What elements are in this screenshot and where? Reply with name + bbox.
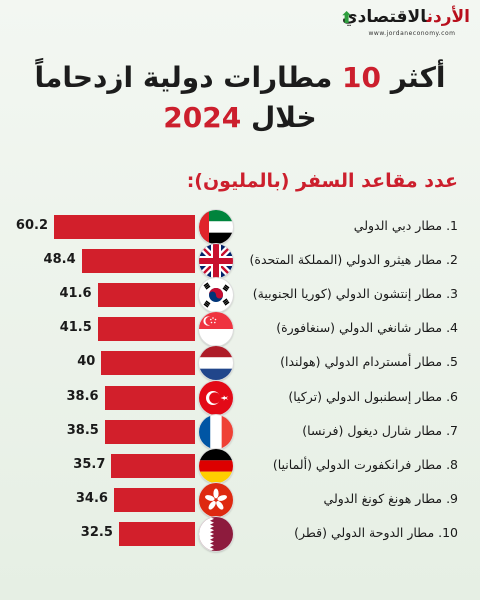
uk-flag-icon	[199, 244, 233, 279]
value-label-10: 32.5	[80, 524, 113, 540]
title-line-1: أكثر 10 مطارات دولية ازدحاماً	[0, 58, 480, 98]
logo-name-dark: الاقتصادي	[342, 7, 427, 27]
value-label-4: 41.5	[59, 320, 92, 336]
category-label-4: 4. مطار شانغي الدولي (سنغافورة)	[276, 320, 458, 336]
bar-9	[113, 487, 195, 512]
bar-3	[97, 283, 195, 308]
value-label-1: 60.2	[15, 218, 48, 233]
value-label-2: 48.4	[43, 252, 76, 268]
category-label-9: 9. مطار هونغ كونغ الدولي	[323, 490, 458, 506]
bar-6	[104, 385, 195, 410]
singapore-flag-icon	[199, 312, 233, 347]
qatar-flag-icon	[199, 516, 233, 551]
logo-name-red: الأردن	[426, 7, 470, 27]
chart-subtitle: عدد مقاعد السفر (بالمليون):	[186, 170, 458, 192]
category-label-10: 10. مطار الدوحة الدولي (قطر)	[294, 524, 458, 540]
bar-1	[54, 215, 195, 239]
title-line-2: خلال 2024	[0, 98, 480, 138]
title-prefix: خلال	[250, 101, 317, 134]
value-label-6: 38.6	[66, 388, 99, 404]
value-label-8: 35.7	[73, 456, 106, 472]
bar-8	[111, 453, 195, 478]
value-label-3: 41.6	[59, 286, 92, 302]
category-label-1: 1. مطار دبي الدولي	[353, 218, 458, 233]
brand-logo: ⬆ الأردنالاقتصادي www.jordaneconomy.com	[340, 6, 470, 46]
hong-kong-flag-icon	[199, 482, 233, 517]
logo-url: www.jordaneconomy.com	[368, 30, 456, 37]
category-label-5: 5. مطار أمستردام الدولي (هولندا)	[280, 354, 458, 370]
turkey-flag-icon	[199, 380, 233, 415]
arrow-up-icon: ⬆	[340, 8, 354, 27]
value-label-7: 38.5	[66, 422, 99, 438]
title-after: مطارات دولية ازدحاماً	[34, 61, 333, 94]
category-label-7: 7. مطار شارل ديغول (فرنسا)	[302, 422, 458, 438]
south-korea-flag-icon	[199, 278, 233, 313]
france-flag-icon	[199, 414, 233, 449]
category-label-6: 6. مطار إسطنبول الدولي (تركيا)	[288, 388, 458, 404]
category-label-2: 2. مطار هيثرو الدولي (المملكة المتحدة)	[249, 252, 458, 268]
value-label-5: 40	[77, 354, 96, 370]
title-number: 10	[342, 61, 382, 94]
category-label-3: 3. مطار إنتشون الدولي (كوريا الجنوبية)	[252, 286, 458, 302]
category-label-8: 8. مطار فرانكفورت الدولي (ألمانيا)	[272, 456, 458, 472]
page-title: أكثر 10 مطارات دولية ازدحاماً خلال 2024	[0, 58, 480, 138]
title-before: أكثر	[390, 61, 446, 94]
bar-2	[81, 249, 195, 274]
title-year: 2024	[163, 101, 242, 134]
uae-flag-icon	[199, 210, 233, 244]
bar-10	[118, 521, 195, 546]
value-label-9: 34.6	[75, 490, 108, 506]
netherlands-flag-icon	[199, 346, 233, 381]
bar-4	[97, 317, 195, 342]
bar-5	[101, 351, 195, 376]
bar-7	[104, 419, 195, 444]
germany-flag-icon	[199, 448, 233, 483]
logo-text: الأردنالاقتصادي	[340, 6, 470, 28]
